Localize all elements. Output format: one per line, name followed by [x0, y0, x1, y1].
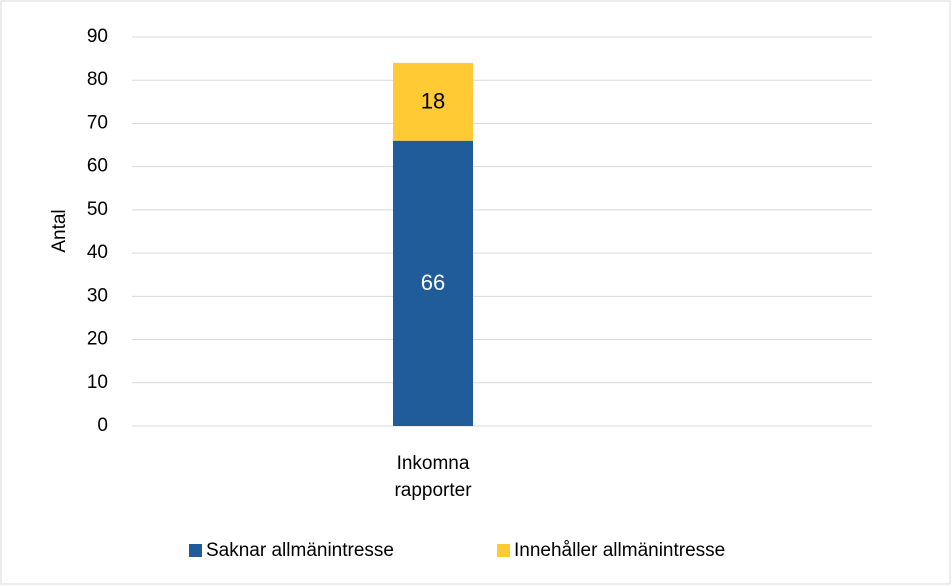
y-tick-label: 60: [87, 156, 108, 177]
y-tick-label: 50: [87, 199, 108, 220]
y-tick-label: 90: [87, 26, 108, 47]
y-tick-label: 0: [97, 415, 108, 436]
legend-swatch: [189, 544, 202, 557]
y-tick-label: 10: [87, 372, 108, 393]
y-tick-label: 30: [87, 285, 108, 306]
y-tick-label: 80: [87, 69, 108, 90]
legend-label: Saknar allmänintresse: [206, 540, 394, 561]
y-tick-label: 40: [87, 242, 108, 263]
bar-segment: [393, 62, 473, 141]
data-label: 18: [421, 89, 445, 114]
legend-label: Innehåller allmänintresse: [514, 540, 725, 561]
bar-segment: [393, 140, 473, 426]
data-label: 66: [421, 270, 445, 295]
y-axis-label: Antal: [49, 209, 70, 252]
legend-swatch: [497, 544, 510, 557]
y-tick-label: 20: [87, 329, 108, 350]
y-tick-label: 70: [87, 112, 108, 133]
x-tick-label: Inkomna rapporter: [394, 453, 472, 501]
